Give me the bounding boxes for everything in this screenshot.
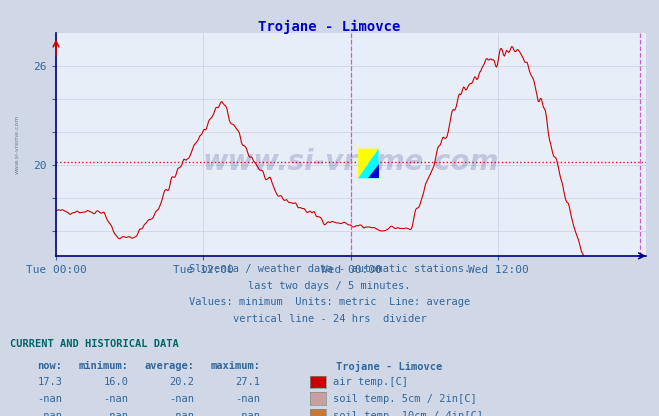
Text: www.si-vreme.com: www.si-vreme.com — [15, 115, 20, 174]
Text: 17.3: 17.3 — [38, 377, 63, 387]
Polygon shape — [358, 149, 378, 178]
Text: 16.0: 16.0 — [103, 377, 129, 387]
Text: 20.2: 20.2 — [169, 377, 194, 387]
Text: soil temp. 10cm / 4in[C]: soil temp. 10cm / 4in[C] — [333, 411, 483, 416]
Polygon shape — [358, 149, 378, 178]
Text: air temp.[C]: air temp.[C] — [333, 377, 408, 387]
Polygon shape — [368, 163, 378, 178]
Text: 27.1: 27.1 — [235, 377, 260, 387]
Text: www.si-vreme.com: www.si-vreme.com — [203, 149, 499, 176]
Text: CURRENT AND HISTORICAL DATA: CURRENT AND HISTORICAL DATA — [10, 339, 179, 349]
Text: -nan: -nan — [38, 411, 63, 416]
Text: average:: average: — [144, 361, 194, 371]
Text: now:: now: — [38, 361, 63, 371]
Text: -nan: -nan — [169, 411, 194, 416]
Text: -nan: -nan — [169, 394, 194, 404]
Text: maximum:: maximum: — [210, 361, 260, 371]
Text: -nan: -nan — [235, 411, 260, 416]
Text: -nan: -nan — [235, 394, 260, 404]
Text: Slovenia / weather data - automatic stations.: Slovenia / weather data - automatic stat… — [189, 264, 470, 274]
Text: minimum:: minimum: — [78, 361, 129, 371]
Text: last two days / 5 minutes.: last two days / 5 minutes. — [248, 281, 411, 291]
Text: Values: minimum  Units: metric  Line: average: Values: minimum Units: metric Line: aver… — [189, 297, 470, 307]
Text: -nan: -nan — [103, 394, 129, 404]
Text: vertical line - 24 hrs  divider: vertical line - 24 hrs divider — [233, 314, 426, 324]
Text: -nan: -nan — [103, 411, 129, 416]
Text: Trojane - Limovce: Trojane - Limovce — [258, 20, 401, 34]
Text: soil temp. 5cm / 2in[C]: soil temp. 5cm / 2in[C] — [333, 394, 476, 404]
Text: -nan: -nan — [38, 394, 63, 404]
Text: Trojane - Limovce: Trojane - Limovce — [336, 361, 442, 372]
